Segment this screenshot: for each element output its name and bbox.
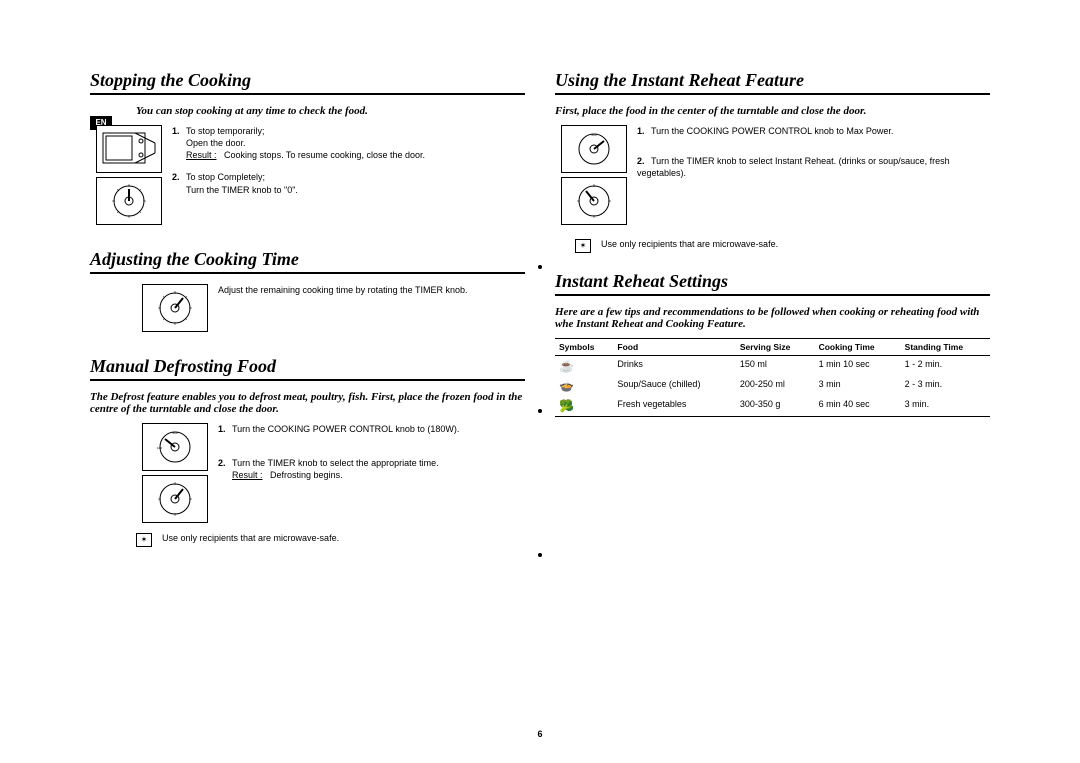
svg-text:100: 100 xyxy=(157,446,162,450)
stopping-thumbs xyxy=(90,125,162,225)
cell: 1 min 10 sec xyxy=(815,356,901,377)
section-title-adjusting: Adjusting the Cooking Time xyxy=(90,249,525,274)
cell: 3 min xyxy=(815,376,901,396)
intro-stopping: You can stop cooking at any time to chec… xyxy=(90,105,525,117)
power-knob-icon: 800 xyxy=(561,125,627,173)
cell: 6 min 40 sec xyxy=(815,396,901,417)
step-text: Open the door. xyxy=(186,138,246,148)
stopping-step-list: 1.To stop temporarily; Open the door. Re… xyxy=(172,125,525,206)
defrost-row: 800 100 1.Turn the COOKING POWER CONTROL … xyxy=(136,423,525,523)
adjusting-thumb xyxy=(136,284,208,332)
cell: Soup/Sauce (chilled) xyxy=(613,376,735,396)
symbol-icon: 🥦 xyxy=(555,396,613,417)
timer-knob-icon xyxy=(561,177,627,225)
defrost-steps: 1.Turn the COOKING POWER CONTROL knob to… xyxy=(218,423,525,491)
reheat-settings-table: Symbols Food Serving Size Cooking Time S… xyxy=(555,338,990,417)
step-number: 2. xyxy=(218,457,232,469)
page-number: 6 xyxy=(537,729,542,739)
cell: 200-250 ml xyxy=(736,376,815,396)
cell: 1 - 2 min. xyxy=(901,356,990,377)
table-header-row: Symbols Food Serving Size Cooking Time S… xyxy=(555,339,990,356)
svg-text:800: 800 xyxy=(591,133,596,137)
cell: Fresh vegetables xyxy=(613,396,735,417)
reheat-steps: 1.Turn the COOKING POWER CONTROL knob to… xyxy=(637,125,990,189)
section-title-reheat: Using the Instant Reheat Feature xyxy=(555,70,990,95)
step-text: To stop Completely; xyxy=(186,172,265,182)
step-number: 1. xyxy=(637,125,651,137)
power-knob-icon: 800 100 xyxy=(142,423,208,471)
timer-knob-icon xyxy=(96,177,162,225)
result-text: Defrosting begins. xyxy=(270,470,343,480)
reheat-note: ✶ Use only recipients that are microwave… xyxy=(575,239,990,253)
defrost-note: ✶ Use only recipients that are microwave… xyxy=(136,533,525,547)
step-text: Turn the TIMER knob to select the approp… xyxy=(232,458,439,468)
adjusting-text: Adjust the remaining cooking time by rot… xyxy=(218,284,525,296)
cell: Drinks xyxy=(613,356,735,377)
intro-reheat: First, place the food in the center of t… xyxy=(555,105,990,117)
svg-text:800: 800 xyxy=(172,431,177,435)
th-stand: Standing Time xyxy=(901,339,990,356)
step-text: Turn the COOKING POWER CONTROL knob to (… xyxy=(232,424,459,434)
symbol-icon: ☕ xyxy=(555,356,613,377)
right-column: Using the Instant Reheat Feature First, … xyxy=(555,70,990,723)
table-row: 🍲 Soup/Sauce (chilled) 200-250 ml 3 min … xyxy=(555,376,990,396)
cell: 300-350 g xyxy=(736,396,815,417)
step-text: Turn the COOKING POWER CONTROL knob to M… xyxy=(651,126,893,136)
result-label: Result : xyxy=(186,150,217,160)
defrost-thumbs: 800 100 xyxy=(136,423,208,523)
step-number: 1. xyxy=(218,423,232,435)
microwave-open-icon xyxy=(96,125,162,173)
cell: 2 - 3 min. xyxy=(901,376,990,396)
intro-defrost: The Defrost feature enables you to defro… xyxy=(90,391,525,415)
reheat-row: 800 1.Turn the COOKING POWER CONTROL kno… xyxy=(555,125,990,225)
adjusting-row: Adjust the remaining cooking time by rot… xyxy=(136,284,525,332)
step-number: 2. xyxy=(637,155,651,167)
th-symbols: Symbols xyxy=(555,339,613,356)
intro-settings: Here are a few tips and recommendations … xyxy=(555,306,990,330)
note-icon: ✶ xyxy=(575,239,591,253)
left-column: Stopping the Cooking You can stop cookin… xyxy=(90,70,525,723)
note-icon: ✶ xyxy=(136,533,152,547)
binding-dots xyxy=(538,265,542,557)
th-size: Serving Size xyxy=(736,339,815,356)
section-title-stopping: Stopping the Cooking xyxy=(90,70,525,95)
step-text: Turn the TIMER knob to "0". xyxy=(186,185,298,195)
stopping-steps-row: 1.To stop temporarily; Open the door. Re… xyxy=(90,125,525,225)
step-text: Turn the TIMER knob to select Instant Re… xyxy=(637,156,950,178)
cell: 150 ml xyxy=(736,356,815,377)
result-label: Result : xyxy=(232,470,263,480)
timer-knob-icon xyxy=(142,284,208,332)
step-number: 1. xyxy=(172,125,186,137)
manual-page: EN Stopping the Cooking You can stop coo… xyxy=(0,0,1080,763)
timer-knob-icon xyxy=(142,475,208,523)
result-text: Cooking stops. To resume cooking, close … xyxy=(224,150,425,160)
th-cook: Cooking Time xyxy=(815,339,901,356)
step-number: 2. xyxy=(172,171,186,183)
section-title-settings: Instant Reheat Settings xyxy=(555,271,990,296)
note-text: Use only recipients that are microwave-s… xyxy=(601,239,778,249)
section-title-defrost: Manual Defrosting Food xyxy=(90,356,525,381)
reheat-thumbs: 800 xyxy=(555,125,627,225)
th-food: Food xyxy=(613,339,735,356)
step-text: To stop temporarily; xyxy=(186,126,265,136)
symbol-icon: 🍲 xyxy=(555,376,613,396)
cell: 3 min. xyxy=(901,396,990,417)
table-row: ☕ Drinks 150 ml 1 min 10 sec 1 - 2 min. xyxy=(555,356,990,377)
table-row: 🥦 Fresh vegetables 300-350 g 6 min 40 se… xyxy=(555,396,990,417)
note-text: Use only recipients that are microwave-s… xyxy=(162,533,339,543)
